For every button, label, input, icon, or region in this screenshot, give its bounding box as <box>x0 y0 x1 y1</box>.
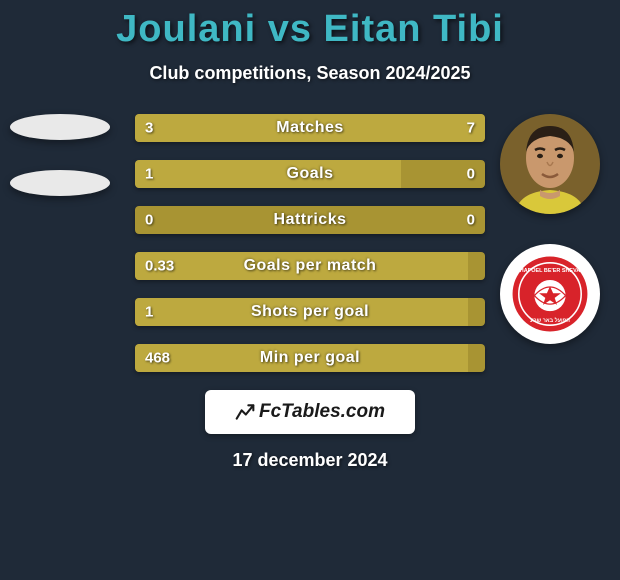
page-title: Joulani vs Eitan Tibi <box>116 8 504 51</box>
stat-value-left: 0 <box>145 212 153 229</box>
stat-value-left: 468 <box>145 350 170 367</box>
left-player-column <box>10 114 110 196</box>
svg-text:HAPOEL BE'ER SHEVA: HAPOEL BE'ER SHEVA <box>520 268 581 274</box>
branding-badge[interactable]: FcTables.com <box>205 390 415 434</box>
page-date: 17 december 2024 <box>232 450 387 471</box>
stat-value-left: 0.33 <box>145 258 174 275</box>
player-face-icon <box>500 114 600 214</box>
stat-label: Goals <box>287 165 334 183</box>
chart-line-icon <box>235 402 255 422</box>
stat-row: Min per goal 468 <box>135 344 485 372</box>
left-club-badge-placeholder <box>10 170 110 196</box>
stat-value-right: 7 <box>467 120 475 137</box>
stat-label: Matches <box>276 119 344 137</box>
stat-bar-left-fill <box>135 160 401 188</box>
branding-content: FcTables.com <box>235 401 385 423</box>
comparison-area: HAPOEL BE'ER SHEVA הפועל באר שבע Matches… <box>0 114 620 372</box>
stat-label: Goals per match <box>244 257 377 275</box>
stat-label: Hattricks <box>274 211 347 229</box>
stat-label: Min per goal <box>260 349 360 367</box>
stat-value-left: 1 <box>145 304 153 321</box>
stat-bars: Matches 3 7 Goals 1 0 Hattricks 0 0 Goals per mat… <box>135 114 485 372</box>
content-wrapper: Joulani vs Eitan Tibi Club competitions,… <box>0 0 620 580</box>
left-player-avatar-placeholder <box>10 114 110 140</box>
stat-value-left: 3 <box>145 120 153 137</box>
stat-label: Shots per goal <box>251 303 369 321</box>
right-club-badge: HAPOEL BE'ER SHEVA הפועל באר שבע <box>500 244 600 344</box>
stat-row: Goals 1 0 <box>135 160 485 188</box>
stat-row: Goals per match 0.33 <box>135 252 485 280</box>
stat-row: Hattricks 0 0 <box>135 206 485 234</box>
stat-row: Matches 3 7 <box>135 114 485 142</box>
right-player-column: HAPOEL BE'ER SHEVA הפועל באר שבע <box>500 114 600 344</box>
branding-text: FcTables.com <box>259 401 385 423</box>
stat-row: Shots per goal 1 <box>135 298 485 326</box>
page-subtitle: Club competitions, Season 2024/2025 <box>149 63 470 84</box>
stat-value-right: 0 <box>467 166 475 183</box>
stat-value-right: 0 <box>467 212 475 229</box>
right-player-avatar <box>500 114 600 214</box>
svg-text:הפועל באר שבע: הפועל באר שבע <box>530 317 570 324</box>
stat-value-left: 1 <box>145 166 153 183</box>
club-crest-icon: HAPOEL BE'ER SHEVA הפועל באר שבע <box>511 255 589 333</box>
